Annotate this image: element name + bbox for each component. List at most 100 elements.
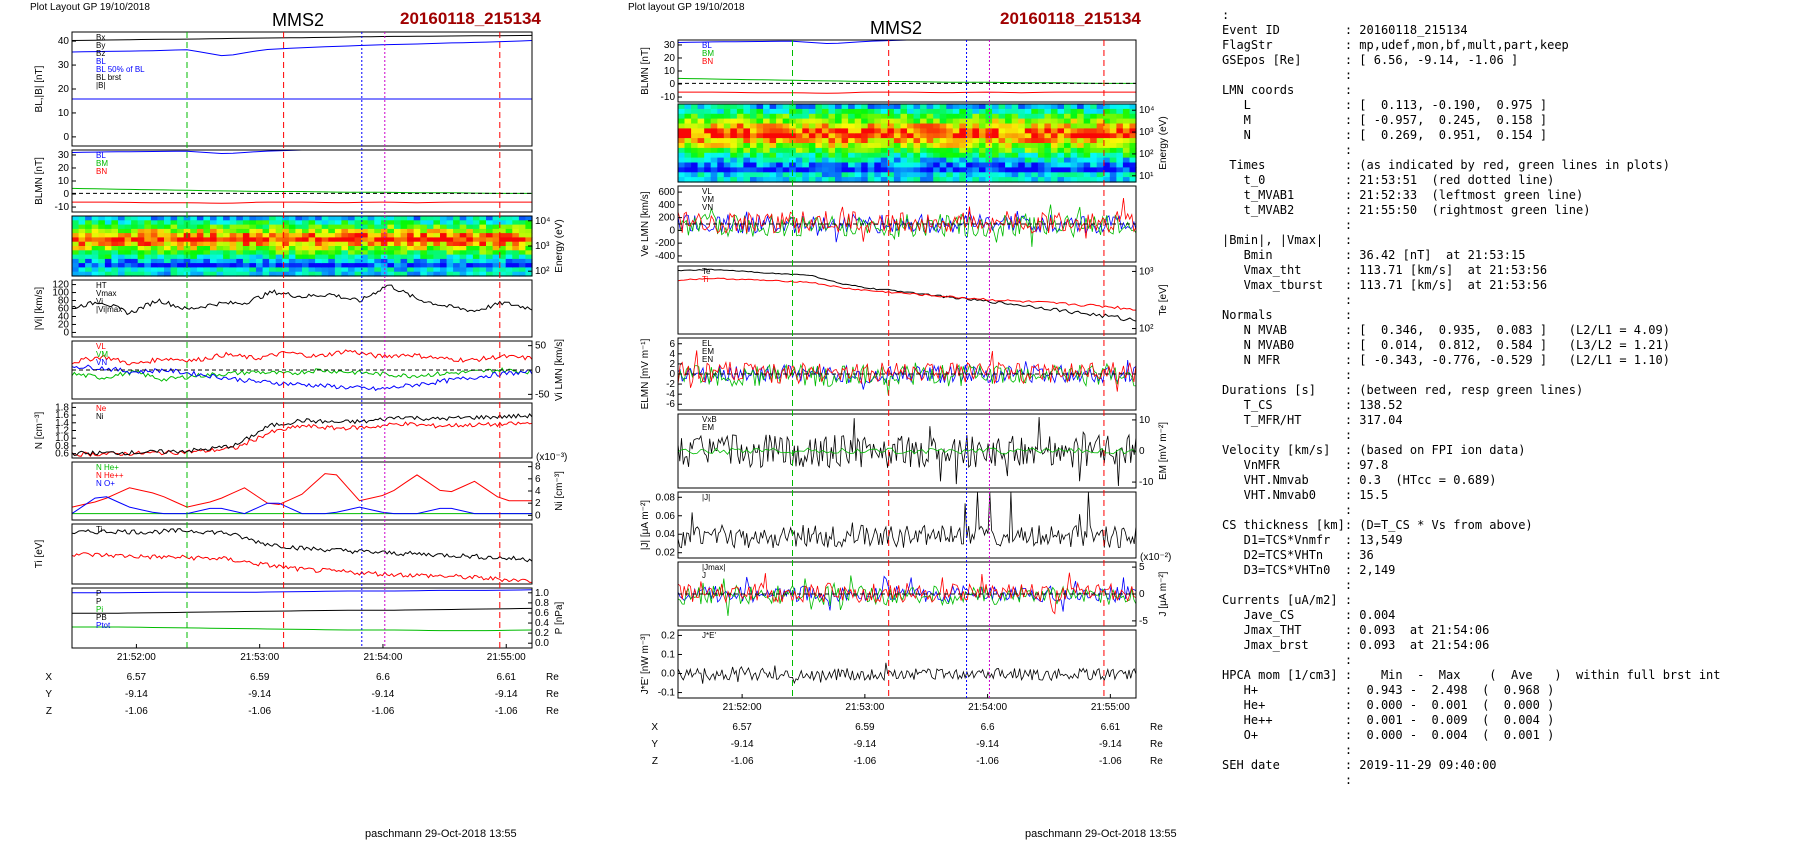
spectrogram-cell bbox=[979, 157, 987, 164]
spectrogram-cell bbox=[750, 138, 758, 144]
spectrogram-cell bbox=[815, 162, 823, 168]
spectrogram-cell bbox=[499, 216, 507, 221]
spectrogram-cell bbox=[913, 108, 921, 115]
spectrogram-cell bbox=[196, 250, 205, 256]
spectrogram-cell bbox=[874, 113, 882, 120]
spectrogram-cell bbox=[815, 104, 823, 110]
spectrogram-cell bbox=[262, 228, 270, 234]
spectrogram-cell bbox=[750, 177, 758, 183]
spectrogram-cell bbox=[348, 241, 356, 247]
summary-line: : bbox=[1222, 368, 1353, 382]
spectrogram-cell bbox=[492, 237, 500, 243]
spectrogram-cell bbox=[776, 143, 784, 149]
spectrogram-cell bbox=[854, 172, 862, 178]
spectrogram-cell bbox=[841, 152, 849, 159]
spectrogram-cell bbox=[1005, 108, 1013, 115]
spectrogram-cell bbox=[413, 267, 421, 273]
spectrogram-cell bbox=[256, 250, 264, 256]
spectrogram-cell bbox=[952, 147, 960, 154]
series-line bbox=[71, 284, 533, 316]
spectrogram-cell bbox=[144, 220, 152, 226]
spectrogram-cell bbox=[150, 241, 159, 247]
spectrogram-cell bbox=[808, 113, 816, 120]
spectrogram-cell bbox=[756, 143, 764, 149]
spectrogram-cell bbox=[1109, 118, 1117, 125]
spectrogram-cell bbox=[992, 152, 1000, 159]
spectrogram-cell bbox=[867, 162, 875, 168]
spectrogram-cell bbox=[691, 104, 699, 110]
spectrogram-cell bbox=[887, 147, 895, 154]
spectrogram-cell bbox=[440, 241, 448, 247]
spectrogram-cell bbox=[361, 271, 369, 277]
spectrogram-cell bbox=[1011, 157, 1019, 164]
spectrogram-cell bbox=[1090, 108, 1098, 115]
spectrogram-cell bbox=[998, 104, 1006, 110]
spectrogram-cell bbox=[387, 241, 395, 247]
spectrogram-cell bbox=[1050, 172, 1058, 178]
spectrogram-cell bbox=[880, 133, 888, 139]
spectrogram-cell bbox=[965, 143, 973, 149]
series-line bbox=[71, 364, 533, 392]
spectrogram-cell bbox=[717, 113, 725, 120]
spectrogram-cell bbox=[723, 172, 731, 178]
spectrogram-cell bbox=[440, 228, 448, 234]
spectrogram-cell bbox=[72, 263, 80, 268]
spectrogram-cell bbox=[269, 237, 277, 243]
spectrogram-cell bbox=[144, 224, 152, 230]
y-tick-label: 0 bbox=[63, 327, 69, 338]
spectrogram-cell bbox=[426, 216, 435, 221]
spectrogram-cell bbox=[440, 216, 448, 221]
spectrogram-cell bbox=[328, 258, 336, 264]
spectrogram-cell bbox=[249, 216, 257, 221]
spectrogram-cell bbox=[854, 128, 862, 134]
spectrogram-cell bbox=[776, 104, 784, 110]
y-tick-label: 1.0 bbox=[55, 433, 69, 444]
spectrogram-cell bbox=[867, 108, 875, 115]
spectrogram-cell bbox=[118, 246, 126, 251]
spectrogram-cell bbox=[861, 104, 869, 110]
spectrogram-cell bbox=[795, 143, 803, 149]
spectrogram-cell bbox=[400, 241, 408, 247]
spectrogram-cell bbox=[446, 263, 454, 268]
spectrogram-cell bbox=[678, 104, 686, 110]
spectrogram-cell bbox=[394, 267, 402, 273]
spectrogram-cell bbox=[691, 172, 699, 178]
spectrogram-cell bbox=[1024, 118, 1032, 125]
spectrogram-cell bbox=[1005, 172, 1013, 178]
spectrogram-cell bbox=[1116, 167, 1124, 173]
summary-line: Times : (as indicated by red, green line… bbox=[1222, 158, 1670, 172]
spectrogram-cell bbox=[466, 241, 474, 247]
spectrogram-cell bbox=[275, 233, 283, 238]
spectrogram-cell bbox=[361, 237, 369, 243]
legend-entry: P bbox=[96, 589, 101, 598]
spectrogram-cell bbox=[1044, 108, 1052, 115]
spectrogram-cell bbox=[1070, 147, 1078, 154]
spectrogram-cell bbox=[1005, 138, 1013, 144]
position-value: 6.6 bbox=[376, 672, 390, 683]
spectrogram-cell bbox=[776, 113, 784, 120]
spectrogram-cell bbox=[743, 118, 751, 125]
spectrogram-cell bbox=[426, 241, 435, 247]
spectrogram-cell bbox=[933, 128, 941, 134]
spectrogram-cell bbox=[367, 220, 375, 226]
spectrogram-cell bbox=[249, 263, 257, 268]
spectrogram-cell bbox=[723, 147, 731, 154]
spectrogram-cell bbox=[802, 157, 810, 164]
spectrogram-cell bbox=[242, 254, 251, 260]
spectrogram-cell bbox=[249, 271, 257, 277]
spectrogram-cell bbox=[177, 254, 185, 260]
spectrogram-cell bbox=[985, 177, 993, 183]
spectrogram-cell bbox=[926, 167, 934, 173]
spectrogram-cell bbox=[98, 233, 106, 238]
spectrogram-cell bbox=[328, 263, 336, 268]
y-tick-label: 0 bbox=[669, 79, 675, 90]
spectrogram-cell bbox=[426, 224, 435, 230]
spectrogram-cell bbox=[907, 128, 915, 134]
spectrogram-cell bbox=[1064, 104, 1072, 110]
spectrogram-cell bbox=[210, 271, 218, 277]
spectrogram-cell bbox=[288, 224, 297, 230]
spectrogram-cell bbox=[433, 258, 441, 264]
